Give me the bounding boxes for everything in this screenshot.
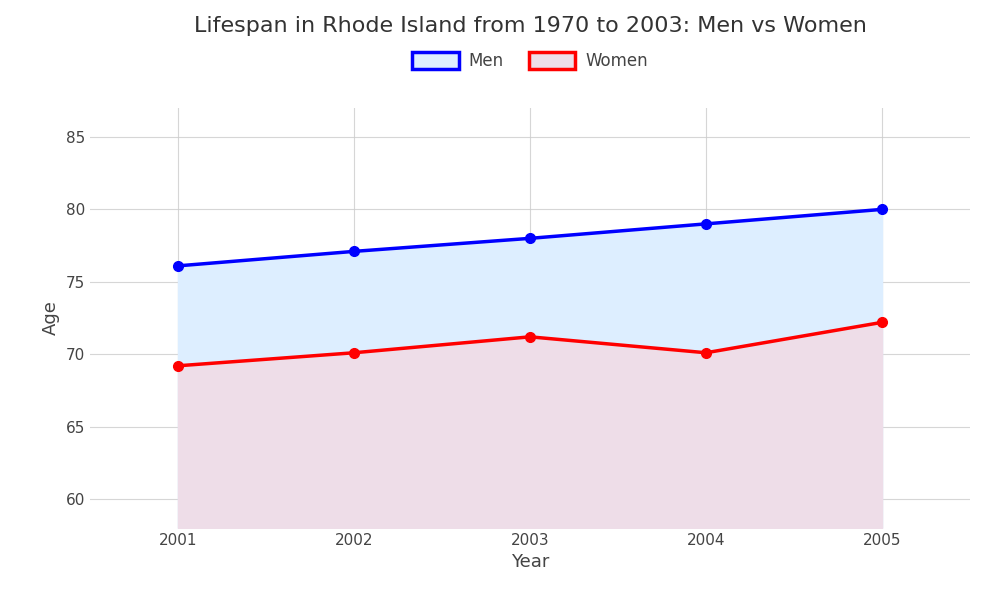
X-axis label: Year: Year: [511, 553, 549, 571]
Title: Lifespan in Rhode Island from 1970 to 2003: Men vs Women: Lifespan in Rhode Island from 1970 to 20…: [194, 16, 866, 35]
Y-axis label: Age: Age: [42, 301, 60, 335]
Legend: Men, Women: Men, Women: [405, 45, 655, 76]
